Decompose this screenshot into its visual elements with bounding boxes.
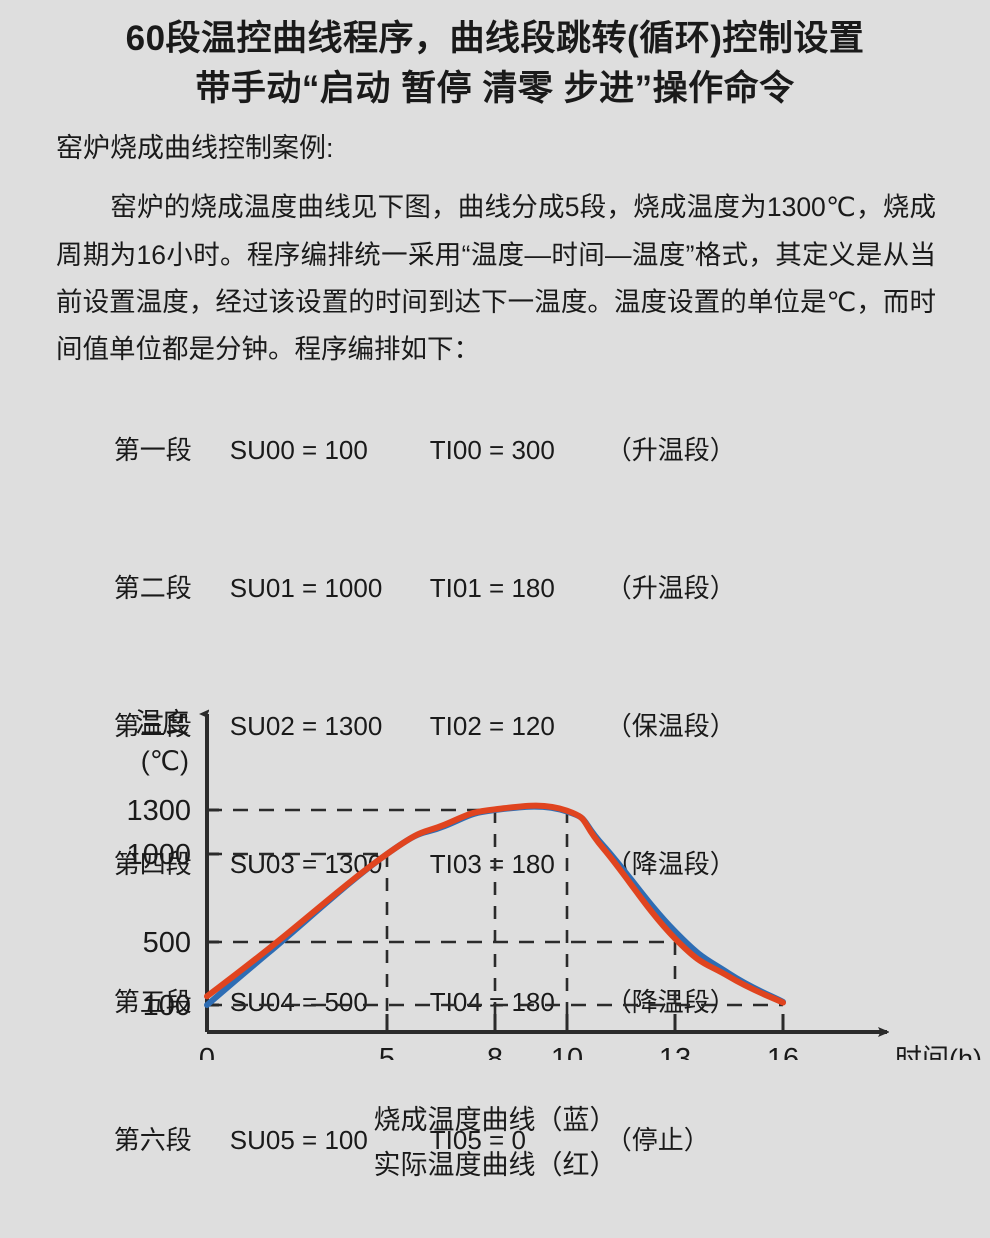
x-tick-label-16: 16 bbox=[767, 1043, 799, 1060]
curve-actual-temperature bbox=[204, 802, 786, 1006]
segment-row: 第五段 SU04 = 500 TI04 = 180 （降温段） bbox=[56, 933, 950, 1071]
segment-ti: TI01 = 180 bbox=[429, 573, 555, 604]
segment-row: 第三段 SU02 = 1300 TI02 = 120 （保温段） bbox=[56, 657, 950, 795]
x-tick-label-0: 0 bbox=[199, 1043, 215, 1060]
segment-ti: TI03 = 180 bbox=[429, 849, 555, 880]
segment-note: （升温段） bbox=[605, 573, 736, 604]
segment-name: 第五段 bbox=[113, 987, 192, 1018]
segment-ti: TI00 = 300 bbox=[429, 435, 555, 466]
segment-su: SU00 = 100 bbox=[229, 435, 368, 466]
chart-tick-labels: 0 5 8 10 13 16 100 500 1000 1300 bbox=[126, 795, 799, 1060]
chart-axis-labels: 温度 (℃) 时间(h) bbox=[135, 708, 982, 1060]
chart-curves bbox=[204, 802, 786, 1008]
x-tick-label-13: 13 bbox=[659, 1043, 691, 1060]
title-line-2: 带手动“启动 暂停 清零 步进”操作命令 bbox=[195, 68, 795, 108]
chart-legend-caption: 烧成温度曲线（蓝） 实际温度曲线（红） bbox=[0, 1098, 990, 1188]
segment-su: SU05 = 100 bbox=[229, 1125, 368, 1156]
segment-note: （保温段） bbox=[605, 711, 736, 742]
segment-note: （停止） bbox=[605, 1125, 710, 1156]
y-axis-unit-label: (℃) bbox=[141, 746, 189, 776]
chart-svg: 0 5 8 10 13 16 100 500 1000 1300 温度 (℃) 时间(h) bbox=[126, 708, 982, 1060]
segment-name: 第三段 bbox=[113, 711, 192, 742]
segment-list: 第一段 SU00 = 100 TI00 = 300 （升温段） 第二段 SU01 = 1… bbox=[56, 381, 950, 1209]
y-tick-label-500: 500 bbox=[143, 927, 191, 959]
y-tick-label-100: 100 bbox=[143, 990, 191, 1022]
title-block: 60段温控曲线程序，曲线段跳转(循环)控制设置 带手动“启动 暂停 清零 步进”… bbox=[0, 0, 990, 113]
segment-row: 第六段 SU05 = 100 TI05 = 0 （停止） bbox=[56, 1071, 950, 1209]
x-tick-label-10: 10 bbox=[551, 1043, 583, 1060]
segment-name: 第六段 bbox=[113, 1125, 192, 1156]
x-tick-label-8: 8 bbox=[487, 1043, 503, 1060]
y-axis-label: 温度 bbox=[135, 708, 189, 738]
segment-ti: TI05 = 0 bbox=[429, 1125, 526, 1156]
chart-axes bbox=[205, 714, 887, 1032]
chart-gridlines bbox=[207, 808, 783, 1032]
temperature-curve-chart: 0 5 8 10 13 16 100 500 1000 1300 温度 (℃) 时间(h) bbox=[0, 690, 990, 1060]
segment-ti: TI02 = 120 bbox=[429, 711, 555, 742]
segment-row: 第一段 SU00 = 100 TI00 = 300 （升温段） bbox=[56, 381, 950, 519]
segment-name: 第二段 bbox=[113, 573, 192, 604]
title-line-1: 60段温控曲线程序，曲线段跳转(循环)控制设置 bbox=[125, 19, 865, 58]
y-tick-label-1300: 1300 bbox=[126, 795, 191, 827]
x-axis-label: 时间(h) bbox=[895, 1044, 982, 1060]
legend-set-curve: 烧成温度曲线（蓝） bbox=[373, 1105, 617, 1135]
legend-actual-curve: 实际温度曲线（红） bbox=[373, 1149, 617, 1180]
segment-ti: TI04 = 180 bbox=[429, 987, 555, 1018]
lead-text: 窑炉烧成曲线控制案例: bbox=[56, 133, 334, 164]
segment-name: 第一段 bbox=[113, 435, 192, 466]
body-block: 窑炉烧成曲线控制案例: 窑炉的烧成温度曲线见下图，曲线分成5段，烧成温度为130… bbox=[0, 135, 990, 1209]
segment-su: SU01 = 1000 bbox=[229, 573, 383, 604]
y-tick-label-1000: 1000 bbox=[126, 839, 191, 871]
segment-note: （降温段） bbox=[605, 987, 736, 1018]
segment-su: SU04 = 500 bbox=[229, 987, 368, 1018]
paragraph-text: 窑炉的烧成温度曲线见下图，曲线分成5段，烧成温度为1300℃，烧成周期为16小时… bbox=[56, 192, 937, 364]
segment-su: SU02 = 1300 bbox=[229, 711, 383, 742]
x-tick-label-5: 5 bbox=[379, 1043, 395, 1060]
segment-name: 第四段 bbox=[113, 849, 192, 880]
segment-note: （升温段） bbox=[605, 435, 736, 466]
segment-row: 第二段 SU01 = 1000 TI01 = 180 （升温段） bbox=[56, 519, 950, 657]
description-paragraph: 窑炉的烧成温度曲线见下图，曲线分成5段，烧成温度为1300℃，烧成周期为16小时… bbox=[56, 184, 936, 373]
